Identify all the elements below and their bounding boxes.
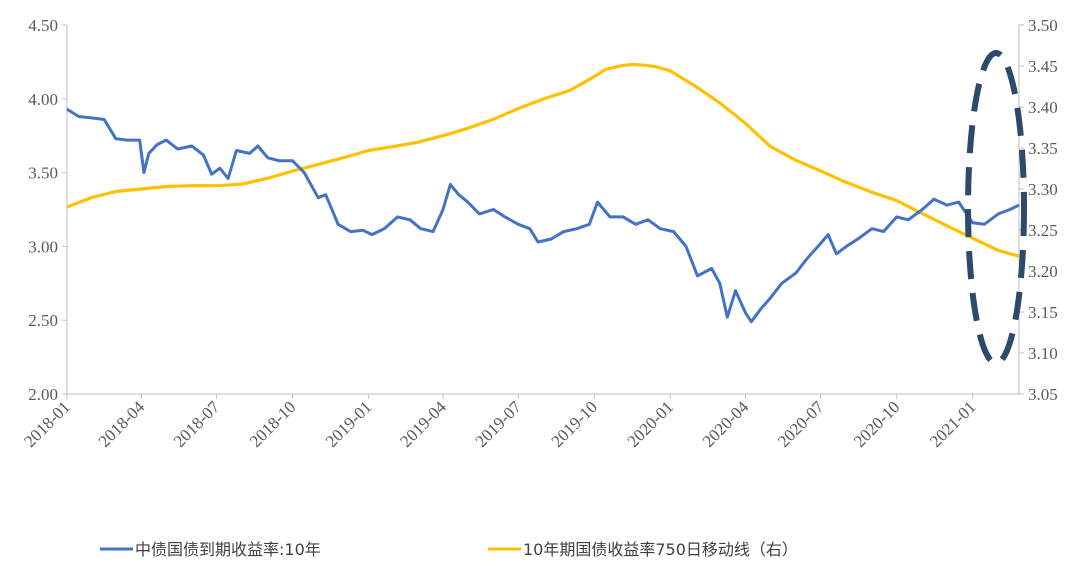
right-y-tick-label: 3.15	[1028, 303, 1058, 322]
left-y-tick-label: 2.50	[28, 311, 58, 330]
x-tick-label: 2018-01	[20, 397, 74, 451]
series-line-ma750	[66, 62, 1020, 258]
series-lines	[66, 62, 1020, 324]
x-tick-label: 2019-01	[322, 397, 376, 451]
right-y-tick-label: 3.35	[1028, 139, 1058, 158]
x-tick-label: 2018-07	[170, 397, 224, 451]
series-line-10y-yield	[66, 107, 1020, 324]
right-y-tick-label: 3.25	[1028, 221, 1058, 240]
left-y-tick-label: 3.00	[28, 237, 58, 256]
right-y-tick-label: 3.45	[1028, 57, 1058, 76]
right-y-tick-labels: 3.05 3.10 3.15 3.20 3.25 3.30 3.35 3.40 3.45 3.50	[1019, 16, 1058, 404]
right-y-tick-label: 3.20	[1028, 262, 1058, 281]
left-y-tick-label: 4.50	[28, 16, 58, 35]
x-tick-label: 2020-07	[774, 397, 828, 451]
left-y-tick-label: 2.00	[28, 385, 58, 404]
right-y-tick-label: 3.10	[1028, 344, 1058, 363]
x-tick-label: 2019-04	[396, 397, 450, 451]
x-tick-label: 2019-10	[548, 397, 602, 451]
dashed-ellipse-annotation	[965, 50, 1027, 366]
x-tick-label: 2021-01	[926, 397, 980, 451]
x-tick-label: 2020-01	[624, 397, 678, 451]
legend: 中债国债到期收益率:10年 10年期国债收益率750日移动线（右）	[100, 540, 798, 559]
left-y-tick-label: 4.00	[28, 90, 58, 109]
x-tick-label: 2020-10	[850, 397, 904, 451]
left-y-tick-label: 3.50	[28, 164, 58, 183]
right-y-tick-label: 3.05	[1028, 385, 1058, 404]
right-y-tick-label: 3.50	[1028, 16, 1058, 35]
x-tick-labels: 2018-01 2018-04 2018-07 2018-10 2019-01 2019-…	[20, 394, 980, 451]
legend-item-10y-yield: 中债国债到期收益率:10年	[135, 540, 321, 559]
right-y-tick-label: 3.30	[1028, 180, 1058, 199]
x-tick-label: 2018-04	[95, 397, 149, 451]
x-tick-label: 2020-04	[699, 397, 753, 451]
x-tick-label: 2018-10	[246, 397, 300, 451]
legend-item-ma750: 10年期国债收益率750日移动线（右）	[523, 540, 798, 559]
axes	[66, 25, 1020, 395]
x-tick-label: 2019-07	[472, 397, 526, 451]
left-y-tick-labels: 2.00 2.50 3.00 3.50 4.00 4.50	[28, 16, 67, 404]
right-y-tick-label: 3.40	[1028, 98, 1058, 117]
